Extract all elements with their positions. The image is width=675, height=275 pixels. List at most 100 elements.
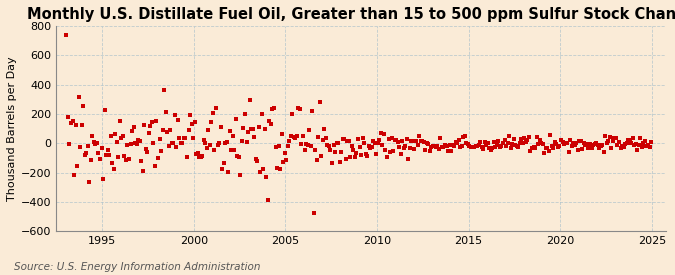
Point: [128, 125, 139, 129]
Point: [487, 145, 497, 150]
Point: [418, 139, 429, 144]
Point: [569, 143, 580, 147]
Point: [286, 134, 296, 138]
Point: [137, 169, 148, 174]
Point: [92, 141, 103, 145]
Point: [374, 138, 385, 143]
Point: [505, 146, 516, 150]
Point: [146, 120, 157, 124]
Point: [416, 138, 427, 143]
Point: [328, 142, 339, 147]
Point: [396, 152, 406, 156]
Point: [86, 158, 97, 162]
Point: [539, 150, 549, 155]
Point: [300, 141, 311, 146]
Point: [425, 149, 435, 153]
Point: [481, 143, 491, 147]
Point: [592, 143, 603, 147]
Point: [331, 141, 342, 145]
Point: [217, 167, 227, 172]
Point: [321, 136, 331, 140]
Point: [601, 141, 612, 145]
Point: [375, 131, 386, 135]
Point: [166, 141, 177, 145]
Point: [379, 132, 389, 137]
Point: [176, 141, 186, 145]
Point: [603, 139, 614, 144]
Point: [514, 141, 525, 145]
Point: [203, 128, 214, 132]
Point: [88, 140, 99, 144]
Point: [597, 143, 608, 147]
Point: [594, 146, 605, 150]
Point: [267, 107, 278, 111]
Point: [644, 145, 655, 149]
Point: [357, 136, 368, 141]
Point: [288, 135, 299, 139]
Point: [194, 155, 205, 160]
Point: [354, 145, 365, 149]
Point: [214, 140, 225, 145]
Point: [566, 144, 577, 148]
Point: [150, 164, 161, 168]
Point: [360, 152, 371, 156]
Point: [461, 141, 472, 145]
Point: [327, 160, 338, 165]
Point: [456, 144, 467, 148]
Point: [131, 141, 142, 146]
Point: [242, 130, 253, 135]
Point: [574, 138, 585, 143]
Point: [415, 139, 426, 143]
Point: [102, 148, 113, 153]
Point: [441, 144, 452, 148]
Point: [420, 148, 431, 153]
Point: [392, 140, 403, 144]
Point: [87, 133, 98, 138]
Point: [404, 145, 415, 150]
Point: [377, 143, 388, 148]
Point: [278, 160, 289, 164]
Point: [562, 141, 572, 145]
Point: [335, 150, 346, 154]
Point: [620, 142, 630, 146]
Point: [478, 147, 489, 151]
Point: [556, 138, 566, 142]
Point: [519, 135, 530, 140]
Point: [65, 120, 76, 125]
Point: [624, 138, 635, 142]
Point: [346, 143, 357, 148]
Point: [608, 139, 618, 143]
Point: [105, 134, 116, 138]
Point: [122, 143, 133, 147]
Point: [452, 141, 462, 145]
Point: [585, 142, 595, 146]
Point: [174, 136, 185, 140]
Point: [171, 145, 182, 149]
Point: [82, 143, 93, 148]
Point: [444, 143, 455, 147]
Point: [600, 134, 611, 139]
Point: [246, 127, 256, 131]
Point: [63, 115, 74, 119]
Point: [325, 148, 336, 153]
Point: [104, 153, 115, 157]
Point: [256, 112, 267, 116]
Point: [536, 141, 547, 145]
Point: [345, 155, 356, 160]
Point: [292, 134, 302, 138]
Point: [220, 141, 231, 145]
Point: [298, 133, 308, 138]
Point: [270, 145, 281, 149]
Point: [427, 144, 438, 148]
Point: [207, 111, 218, 115]
Point: [394, 145, 404, 149]
Point: [432, 144, 443, 148]
Point: [90, 142, 101, 146]
Point: [571, 141, 582, 145]
Point: [293, 105, 304, 110]
Point: [391, 137, 402, 142]
Point: [143, 131, 154, 136]
Point: [560, 141, 571, 145]
Point: [282, 144, 293, 148]
Point: [319, 127, 330, 131]
